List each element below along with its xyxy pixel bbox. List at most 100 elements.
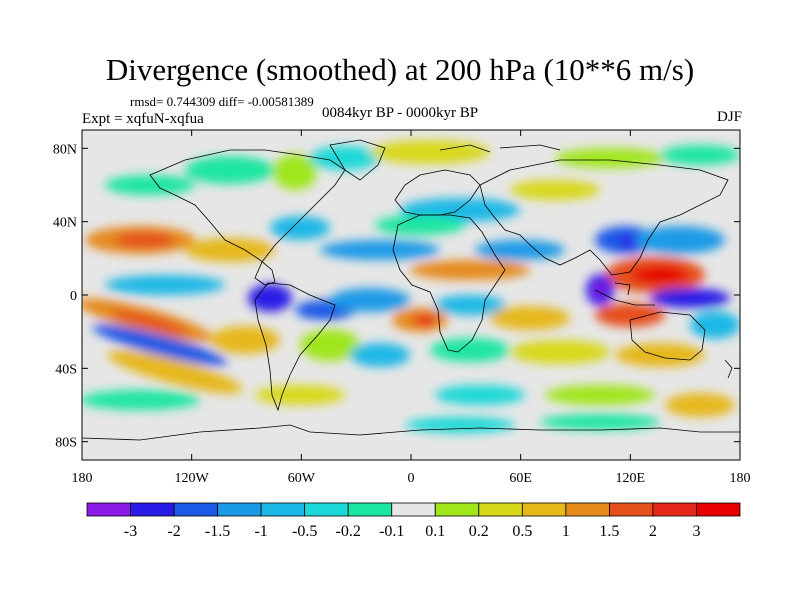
- colorbar-box: [652, 502, 697, 517]
- coastline-arctic-islands: [499, 144, 561, 151]
- contour-blob: [310, 146, 380, 170]
- x-tick-label: 120E: [616, 471, 646, 486]
- period-label: 0084kyr BP - 0000kyr BP: [322, 105, 479, 121]
- contour-blob: [107, 350, 243, 394]
- axis-ticks: 180 120W 60W 0 60E 120E 180 80N 40N 0 40S 80S: [53, 130, 751, 486]
- colorbar-label: -1.5: [205, 523, 230, 540]
- coastline-south-america: [254, 282, 336, 412]
- coastline-borneo: [614, 282, 631, 296]
- contour-blob: [615, 343, 705, 367]
- contour-blob: [475, 240, 565, 260]
- contour-blob: [413, 314, 437, 326]
- colorbar-label: 1: [562, 523, 570, 540]
- contour-blob: [320, 240, 440, 260]
- coastline-new-zealand: [724, 359, 733, 379]
- coastline-north-america: [149, 149, 346, 286]
- experiment-label: Expt = xqfuN-xqfua: [82, 111, 204, 127]
- contour-blob: [111, 310, 189, 334]
- colorbar-label: 1.5: [599, 523, 619, 540]
- colorbar-box: [521, 502, 567, 517]
- coastlines: [82, 139, 740, 441]
- colorbar-label: -1: [254, 523, 267, 540]
- colorbar-box: [434, 502, 480, 517]
- colorbar-label: 0.2: [469, 523, 489, 540]
- contour-blob: [82, 390, 200, 410]
- page-title: Divergence (smoothed) at 200 hPa (10**6 …: [105, 52, 695, 87]
- x-tick-label: 0: [408, 471, 415, 486]
- divergence-field: [82, 139, 740, 441]
- coastline-asia: [479, 159, 729, 276]
- contour-blob: [650, 288, 730, 308]
- colorbar-label: 3: [692, 523, 700, 540]
- colorbar-box: [86, 502, 131, 517]
- colorbar-labels: -3 -2 -1.5 -1 -0.5 -0.2 -0.1 0.1 0.2 0.5 1 1.5 2 3: [124, 523, 701, 540]
- y-tick-label: 80S: [55, 436, 77, 451]
- coastline-greenland: [329, 139, 386, 181]
- contour-blob: [545, 385, 655, 405]
- contour-blob: [105, 175, 195, 195]
- colorbar-label: -0.1: [379, 523, 404, 540]
- y-tick-label: 80N: [53, 142, 77, 157]
- coastline-africa: [392, 214, 506, 353]
- contour-blob: [540, 414, 660, 430]
- colorbar-box: [478, 502, 523, 517]
- contour-blob: [510, 180, 600, 200]
- coastline-australia: [629, 311, 706, 361]
- colorbar-label: 0.5: [512, 523, 532, 540]
- contour-blob: [595, 303, 665, 327]
- y-tick-label: 0: [70, 289, 77, 304]
- colorbar-boxes: [86, 502, 741, 517]
- coastline-europe: [394, 169, 481, 216]
- coastline-indonesia: [594, 289, 655, 306]
- contour-blob: [270, 216, 330, 240]
- season-label: DJF: [716, 109, 742, 125]
- contour-blob: [92, 324, 228, 366]
- x-tick-label: 120W: [175, 471, 210, 486]
- contour-blob: [105, 275, 225, 295]
- contour-blob: [510, 340, 610, 364]
- contour-blob: [660, 145, 740, 165]
- coastline-arctic-islands: [439, 144, 491, 153]
- colorbar-box: [304, 502, 349, 517]
- stats-text: rmsd= 0.744309 diff= -0.00581389: [130, 94, 314, 109]
- colorbar-box: [565, 502, 610, 517]
- x-tick-label: 60W: [288, 471, 316, 486]
- contour-blob: [375, 215, 465, 235]
- colorbar-box: [609, 502, 654, 517]
- x-tick-label: 180: [730, 471, 751, 486]
- contour-blob: [430, 338, 510, 362]
- contour-blob: [435, 385, 525, 405]
- colorbar-label: 2: [649, 523, 657, 540]
- x-tick-label: 60E: [509, 471, 532, 486]
- colorbar-box: [696, 502, 741, 517]
- y-tick-label: 40N: [53, 216, 77, 231]
- contour-blob: [435, 295, 505, 315]
- colorbar-box: [130, 502, 175, 517]
- colorbar-box: [260, 502, 306, 517]
- contour-blob: [690, 311, 740, 339]
- contour-blob: [490, 306, 570, 330]
- contour-blob: [330, 288, 410, 312]
- contour-blob: [405, 417, 515, 433]
- colorbar-box: [391, 502, 436, 517]
- contour-blob: [255, 385, 345, 405]
- contour-blob: [370, 140, 490, 164]
- colorbar-box: [173, 502, 218, 517]
- contour-blob: [632, 266, 688, 284]
- coastline-antarctica: [82, 424, 740, 441]
- contour-blob: [350, 343, 410, 367]
- x-tick-label: 180: [72, 471, 93, 486]
- colorbar-label: -3: [124, 523, 137, 540]
- colorbar-label: -0.2: [336, 523, 361, 540]
- contour-blob: [665, 393, 735, 417]
- contour-blob: [300, 329, 360, 361]
- colorbar-label: -2: [167, 523, 180, 540]
- contour-blob: [248, 284, 292, 312]
- colorbar-label: -0.5: [292, 523, 317, 540]
- contour-blob: [115, 232, 175, 248]
- contour-blob: [185, 238, 275, 262]
- contour-blob: [273, 154, 317, 190]
- contour-blob: [635, 226, 725, 254]
